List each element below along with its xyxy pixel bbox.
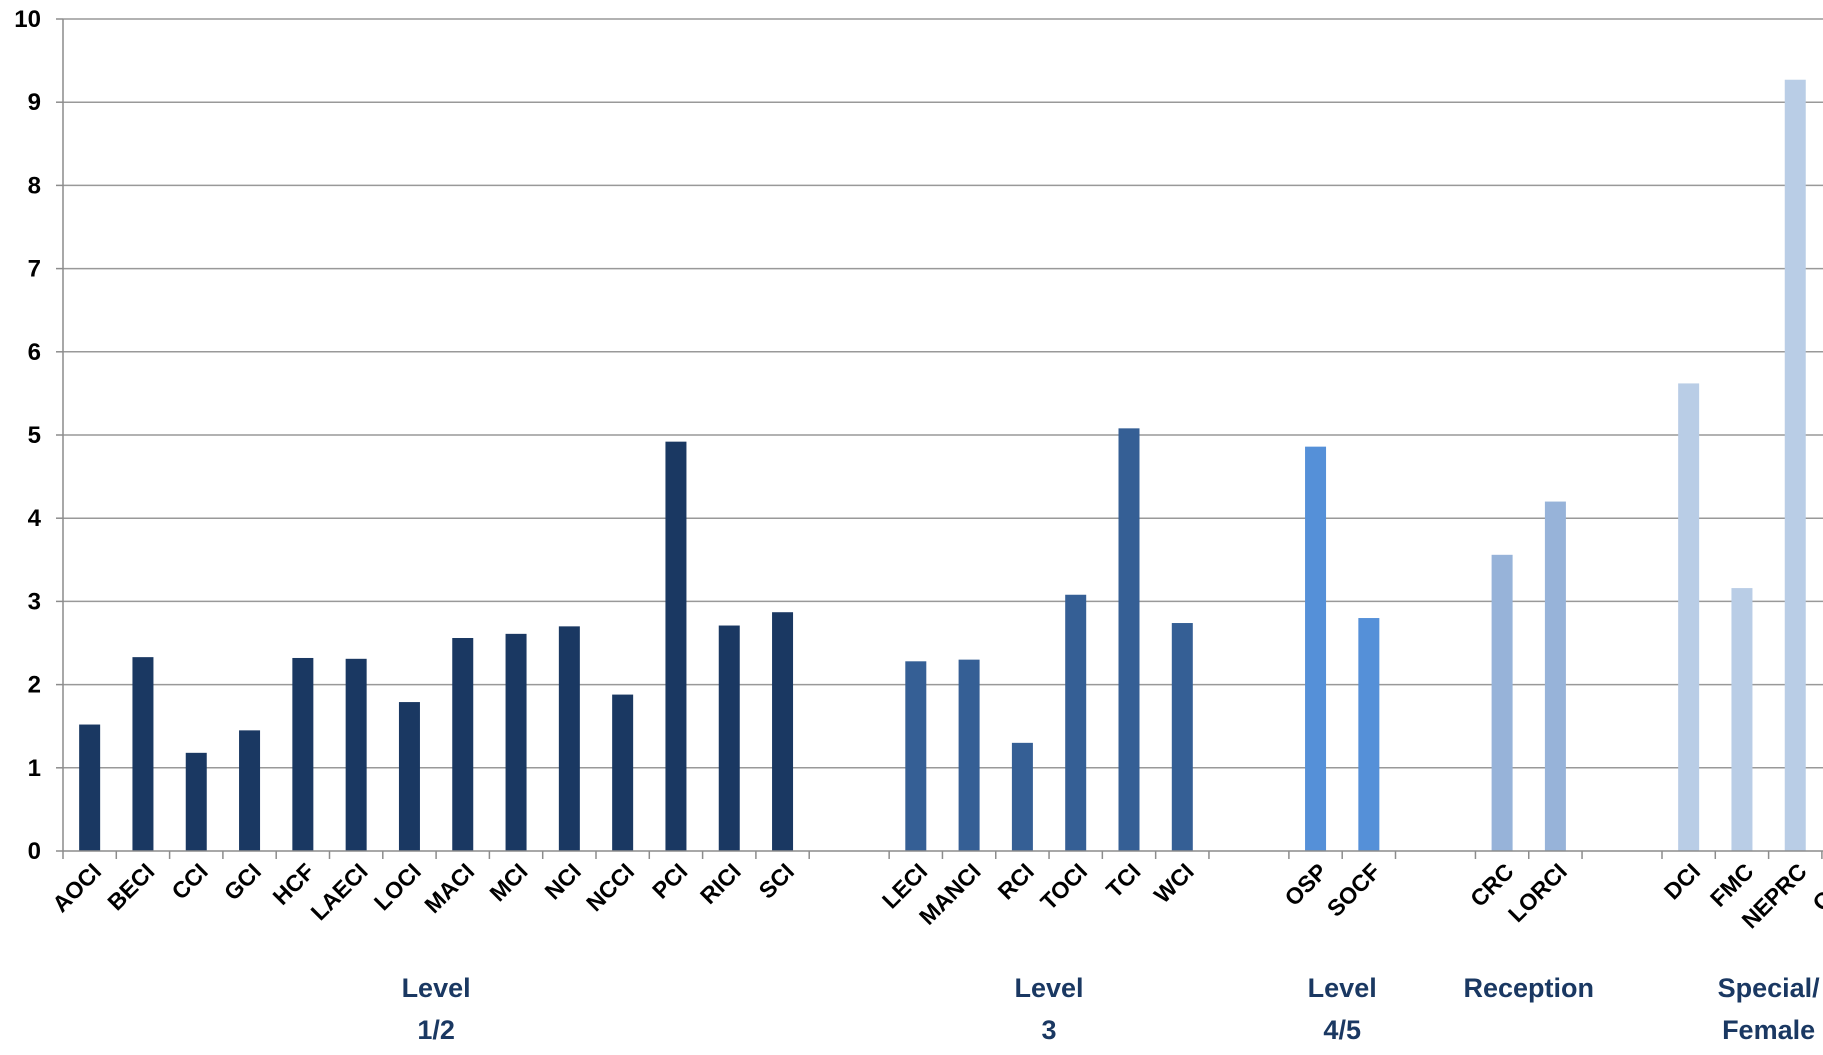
y-tick-label: 2 [28,672,41,699]
bar-manci [958,659,980,851]
bar-cci [185,752,207,851]
bar-crc [1491,554,1513,851]
bar-loci [398,702,420,851]
bar-maci [452,638,474,851]
bar-socf [1358,618,1380,851]
category-label: LOCI [369,858,426,915]
category-label: AOCI [47,858,106,917]
category-label: LORCI [1503,858,1572,927]
category-label: DCI [1659,858,1705,904]
y-tick-label: 6 [28,339,41,366]
bar-rici [718,625,740,851]
bar-beci [132,657,154,851]
y-tick-label: 5 [28,422,41,449]
category-label: SCI [754,858,799,903]
category-label: NCI [539,858,585,904]
category-label: TOCI [1035,858,1092,915]
category-label: NCCI [581,858,639,916]
category-label: MCI [484,858,532,906]
group-label: Special/Female [1718,973,1821,1045]
bar-gci [239,730,261,851]
group-label: Level 4/5 [1308,973,1377,1045]
bar-tci [1118,428,1140,851]
group-label: Level 3 [1015,973,1084,1045]
category-label: RCI [993,858,1039,904]
y-tick-label: 1 [28,755,41,782]
bar-sci [772,612,794,851]
y-tick-label: 3 [28,588,41,615]
bar-wci [1171,623,1193,851]
category-label: GCI [219,858,266,905]
category-label: CCI [166,858,212,904]
bar-pci [665,441,687,851]
bar-mci [505,633,527,851]
category-label: PCI [647,858,692,903]
category-label: SOCF [1322,858,1386,922]
group-label: Reception [1463,973,1594,1003]
y-tick-label: 4 [28,505,42,532]
category-label: BECI [102,858,159,915]
category-label: RICI [695,858,746,909]
y-tick-label: 9 [28,89,41,116]
category-label: LAECI [306,858,373,925]
category-label: WCI [1149,858,1199,908]
y-tick-label: 10 [14,6,41,33]
bar-leci [905,661,927,851]
axes [56,18,1823,859]
group-label: Level 1/2 [402,973,471,1045]
bar-toci [1065,594,1087,851]
bar-fmc [1731,588,1753,851]
bar-nci [558,626,580,851]
bar-laeci [345,658,367,851]
bar-hcf [292,657,314,851]
y-tick-label: 7 [28,256,41,283]
bars [79,79,1806,851]
y-tick-label: 0 [28,838,41,865]
y-axis-ticks: 0 1 2 3 4 5 6 7 8 9 10 [14,6,41,865]
bar-rci [1011,742,1033,851]
bar-aoci [79,724,101,851]
bar-ncci [612,694,634,851]
y-tick-label: 8 [28,172,41,199]
bar-neprc [1784,79,1806,851]
category-label: MACI [419,858,479,918]
category-label: TCI [1101,858,1146,903]
group-labels: Level 1/2 Level 3 Level 4/5 Reception Special/F… [402,973,1821,1045]
bar-lorci [1544,501,1566,851]
bar-osp [1305,446,1327,851]
category-label: ORW [1807,858,1823,916]
bar-dci [1678,383,1700,851]
